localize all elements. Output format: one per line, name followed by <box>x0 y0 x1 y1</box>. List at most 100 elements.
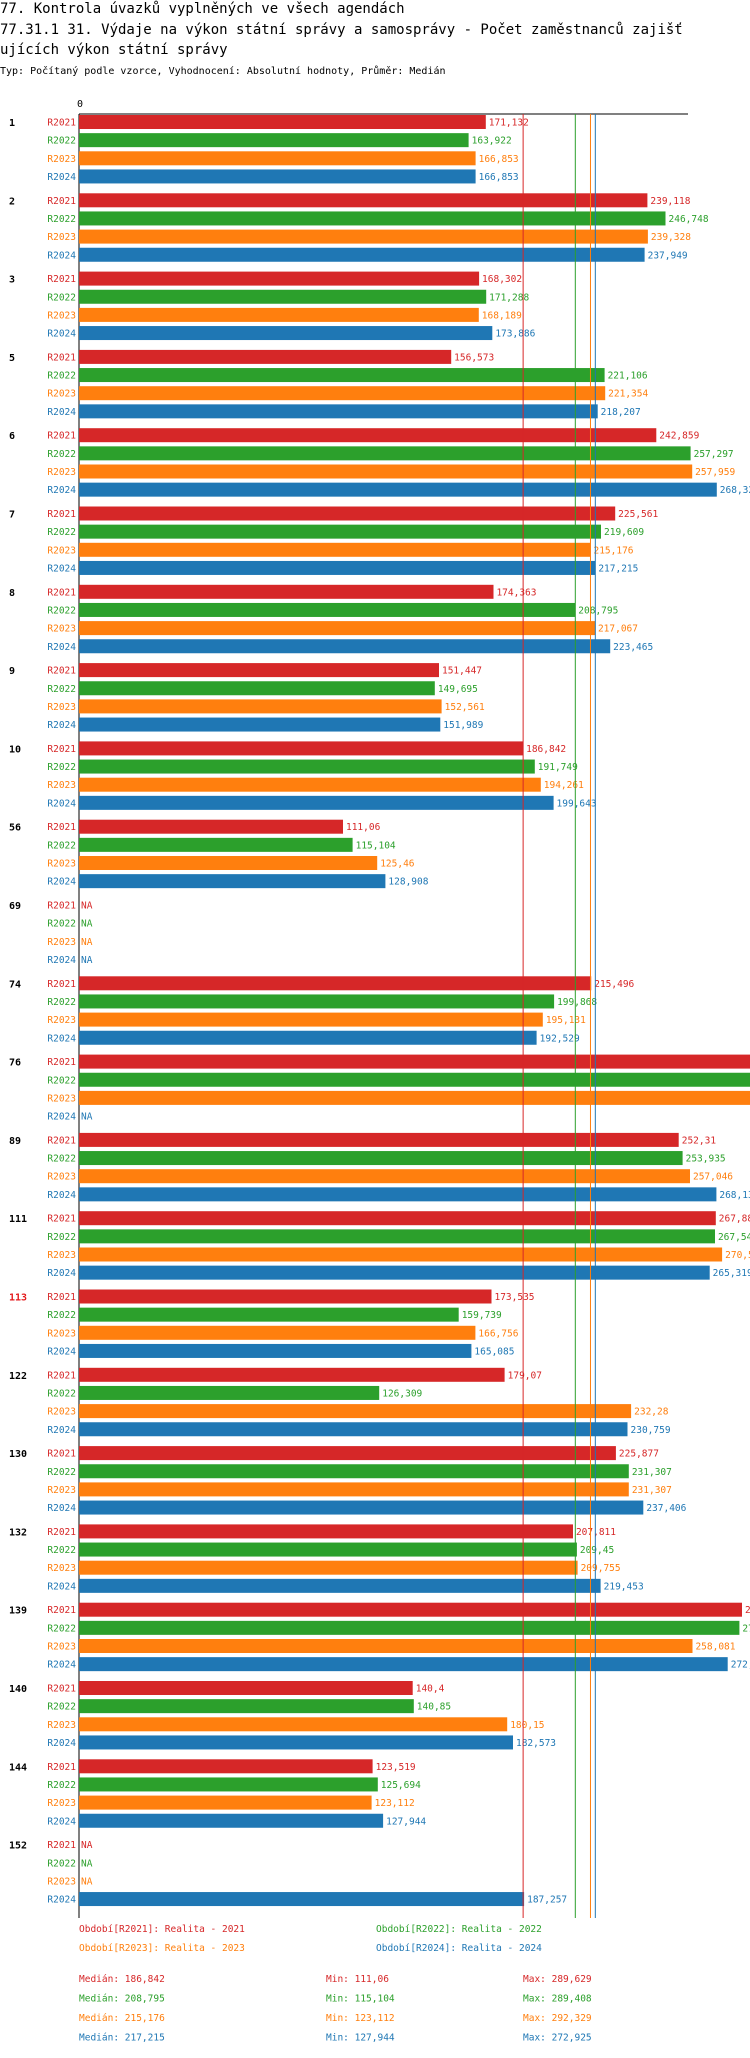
bar-113-r2023 <box>79 1325 476 1340</box>
series-label-r2023: R2023 <box>47 1172 76 1183</box>
bar-value-label: 225,877 <box>619 1449 659 1460</box>
series-label-r2022: R2022 <box>47 1780 76 1791</box>
bar-value-label: 156,573 <box>454 352 494 363</box>
bar-value-label: 239,328 <box>651 232 691 243</box>
bar-value-label: 111,06 <box>346 822 381 833</box>
series-label-r2023: R2023 <box>47 389 76 400</box>
group-label-2: 2 <box>9 196 15 207</box>
series-label-r2023: R2023 <box>47 1798 76 1809</box>
bar-56-r2024 <box>79 874 386 889</box>
group-label-76: 76 <box>9 1058 21 1069</box>
series-label-r2022: R2022 <box>47 840 76 851</box>
bar-89-r2023 <box>79 1169 690 1184</box>
series-label-r2024: R2024 <box>47 250 76 261</box>
bar-value-label: 199,643 <box>557 798 597 809</box>
bar-value-label: 223,465 <box>613 642 653 653</box>
series-label-r2024: R2024 <box>47 955 76 966</box>
series-label-r2023: R2023 <box>47 1407 76 1418</box>
bar-value-label: 179,07 <box>508 1370 542 1381</box>
bar-value-label: 140,85 <box>417 1702 451 1713</box>
bar-122-r2023 <box>79 1404 632 1419</box>
bar-value-label: 268,136 <box>719 1190 750 1201</box>
bar-value-label: 217,067 <box>598 624 638 635</box>
series-label-r2023: R2023 <box>47 1876 76 1887</box>
series-label-r2021: R2021 <box>47 274 76 285</box>
bar-1-r2024 <box>79 169 476 184</box>
series-label-r2022: R2022 <box>47 605 76 616</box>
bar-9-r2024 <box>79 717 441 732</box>
series-label-r2021: R2021 <box>47 1684 76 1695</box>
bar-value-label: 194,261 <box>544 780 584 791</box>
series-label-r2021: R2021 <box>47 431 76 442</box>
bar-value-label: 267,884 <box>719 1214 750 1225</box>
series-label-r2021: R2021 <box>47 1292 76 1303</box>
bar-2-r2022 <box>79 211 666 226</box>
bar-113-r2021 <box>79 1289 492 1304</box>
bar-1-r2023 <box>79 151 476 166</box>
group-label-8: 8 <box>9 588 15 599</box>
bar-value-label: 180,15 <box>510 1720 544 1731</box>
legend-item-r2024: Období[R2024]: Realita - 2024 <box>376 1943 542 1954</box>
bar-74-r2021 <box>79 976 592 991</box>
bar-value-label: 217,215 <box>598 563 638 574</box>
bar-value-label: 191,749 <box>538 762 578 773</box>
bar-6-r2021 <box>79 428 657 443</box>
group-label-69: 69 <box>9 901 21 912</box>
bar-value-label: 168,189 <box>482 310 522 321</box>
bar-value-label: 209,755 <box>581 1563 621 1574</box>
series-label-r2022: R2022 <box>47 762 76 773</box>
bar-value-label: 215,176 <box>593 545 633 556</box>
bar-value-label: 221,354 <box>608 389 648 400</box>
bar-3-r2022 <box>79 289 487 304</box>
series-label-r2023: R2023 <box>47 1485 76 1496</box>
bar-value-label: 218,207 <box>601 407 641 418</box>
bar-value-label: 151,989 <box>443 720 483 731</box>
bar-value-label: 187,257 <box>527 1895 567 1906</box>
bar-value-label: 115,104 <box>356 840 396 851</box>
group-label-122: 122 <box>9 1371 27 1382</box>
bar-74-r2023 <box>79 1012 543 1027</box>
series-label-r2024: R2024 <box>47 1895 76 1906</box>
bar-value-label: 173,535 <box>494 1292 534 1303</box>
series-label-r2021: R2021 <box>47 1135 76 1146</box>
group-label-139: 139 <box>9 1606 27 1617</box>
stat-median: Medián: 217,215 <box>79 2033 165 2044</box>
bar-10-r2021 <box>79 741 524 756</box>
bar-value-label: 186,842 <box>526 744 566 755</box>
bar-132-r2022 <box>79 1542 577 1557</box>
bar-value-label: 166,756 <box>478 1328 518 1339</box>
bar-value-label: 182,573 <box>516 1738 556 1749</box>
bar-7-r2024 <box>79 560 596 575</box>
series-label-r2022: R2022 <box>47 684 76 695</box>
group-label-144: 144 <box>9 1762 27 1773</box>
bar-6-r2024 <box>79 482 717 497</box>
bar-122-r2021 <box>79 1367 505 1382</box>
bar-113-r2022 <box>79 1307 459 1322</box>
series-label-r2023: R2023 <box>47 545 76 556</box>
bar-value-label: 230,759 <box>631 1425 671 1436</box>
bar-value-label: 207,811 <box>576 1527 616 1538</box>
bar-value-label: 126,309 <box>382 1388 422 1399</box>
bar-130-r2024 <box>79 1500 644 1515</box>
series-label-r2024: R2024 <box>47 329 76 340</box>
group-label-113: 113 <box>9 1293 27 1304</box>
bar-3-r2024 <box>79 326 493 341</box>
series-label-r2024: R2024 <box>47 407 76 418</box>
stat-max: Max: 292,329 <box>523 2013 592 2024</box>
na-label: NA <box>81 1858 93 1869</box>
bar-value-label: 171,132 <box>489 118 529 129</box>
bar-130-r2023 <box>79 1482 629 1497</box>
stat-min: Min: 115,104 <box>326 1994 395 2005</box>
series-label-r2023: R2023 <box>47 1093 76 1104</box>
bar-140-r2024 <box>79 1735 513 1750</box>
bar-3-r2021 <box>79 271 480 286</box>
series-label-r2024: R2024 <box>47 563 76 574</box>
series-label-r2022: R2022 <box>47 919 76 930</box>
bar-89-r2024 <box>79 1187 717 1202</box>
series-label-r2022: R2022 <box>47 449 76 460</box>
stat-max: Max: 289,629 <box>523 1974 592 1985</box>
legend-item-r2022: Období[R2022]: Realita - 2022 <box>376 1924 542 1935</box>
bar-6-r2022 <box>79 446 691 461</box>
series-label-r2022: R2022 <box>47 292 76 303</box>
bar-value-label: 123,112 <box>375 1798 415 1809</box>
